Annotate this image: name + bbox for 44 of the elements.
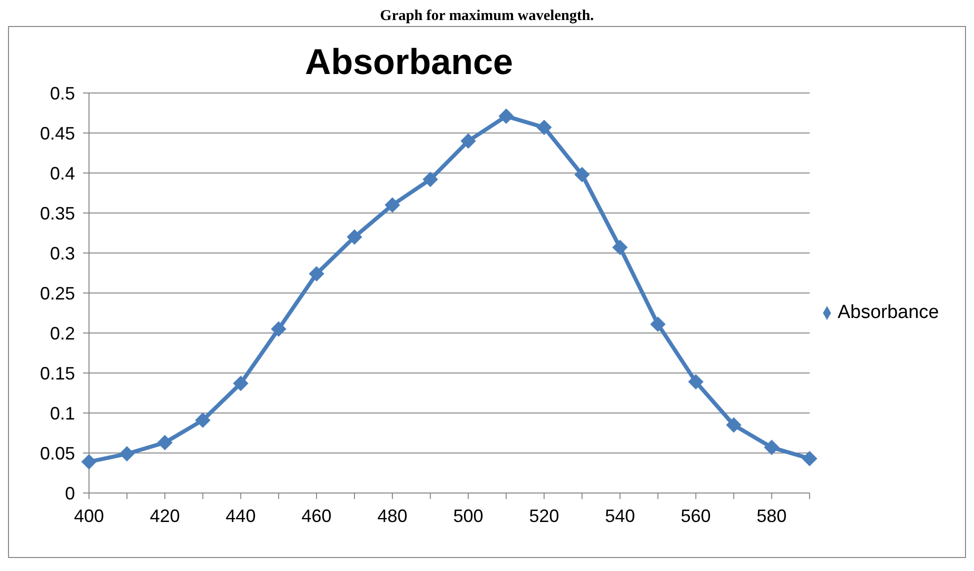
point	[726, 418, 742, 432]
y-tick-label: 0.25	[40, 283, 75, 304]
point	[460, 134, 476, 148]
y-tick-label: 0.35	[40, 203, 75, 224]
x-tick-label: 500	[453, 506, 484, 526]
point	[384, 198, 400, 212]
x-tick-label: 480	[377, 506, 408, 526]
chart-title: Absorbance	[304, 40, 514, 83]
y-tick-label: 0.45	[40, 123, 75, 144]
point	[764, 440, 780, 455]
point	[688, 374, 704, 390]
point	[271, 322, 286, 336]
x-tick-label: 440	[226, 506, 256, 526]
point	[612, 240, 628, 255]
point	[574, 167, 590, 182]
point	[422, 172, 438, 187]
y-tick-label: 0	[64, 483, 75, 504]
point	[119, 446, 134, 462]
point	[498, 108, 514, 124]
y-tick-label: 0.5	[50, 83, 75, 104]
y-tick-label: 0.3	[50, 243, 75, 264]
x-tick-label: 580	[756, 506, 787, 526]
legend-label: Absorbance	[838, 302, 939, 323]
y-tick-label: 0.05	[40, 443, 75, 464]
point	[650, 316, 666, 332]
x-tick-label: 460	[302, 506, 332, 526]
text: Graph for maximum wavelength.	[379, 8, 595, 26]
point	[536, 120, 552, 135]
point	[82, 454, 96, 470]
point	[195, 412, 210, 428]
y-tick-label: 0.15	[40, 363, 75, 384]
x-tick-label: 400	[74, 506, 104, 526]
y-tick-label: 0.4	[50, 163, 75, 184]
point	[346, 230, 362, 244]
x-tick-label: 540	[604, 506, 635, 526]
y-tick-label: 0.2	[50, 323, 75, 344]
point	[309, 266, 324, 282]
x-tick-label: 520	[529, 506, 560, 526]
y-tick-label: 0.1	[50, 403, 75, 424]
point	[802, 451, 818, 466]
point	[233, 376, 248, 391]
point	[157, 435, 172, 450]
x-tick-label: 420	[150, 506, 180, 526]
x-tick-label: 560	[680, 506, 711, 526]
